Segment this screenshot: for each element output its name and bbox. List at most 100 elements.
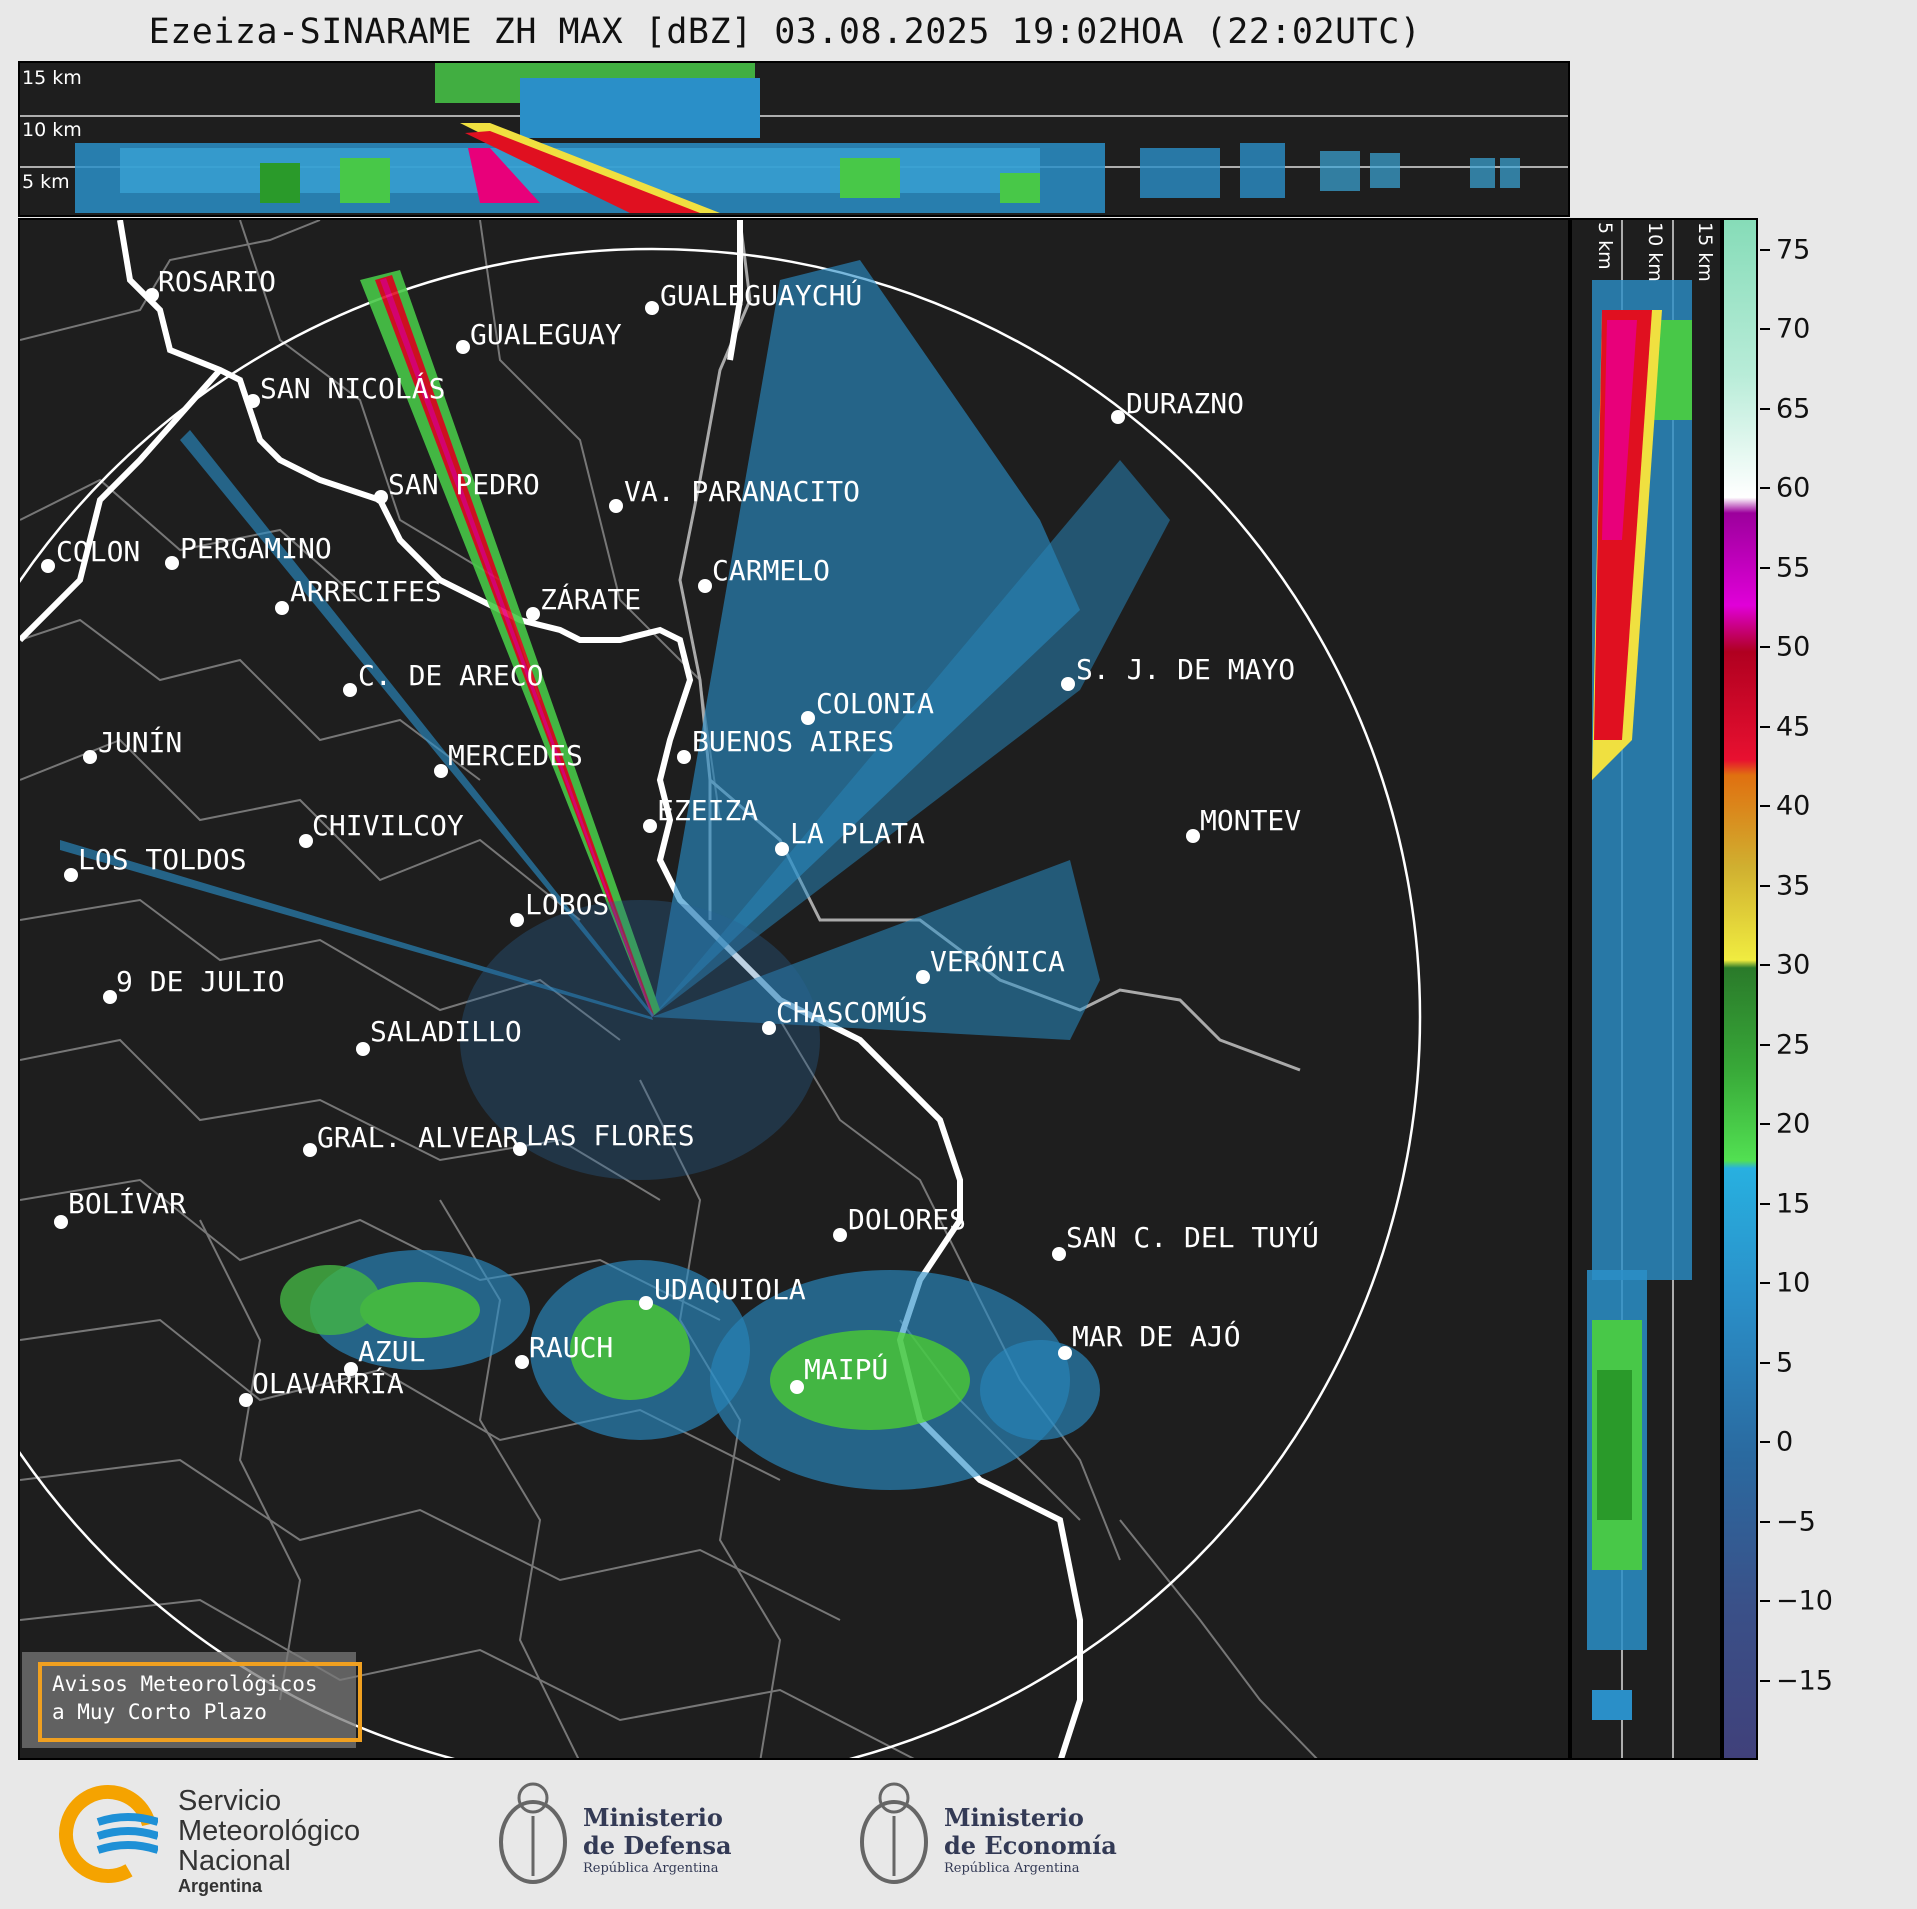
colorbar-tick-label: 25 <box>1776 1029 1811 1061</box>
colorbar-tick <box>1760 1202 1770 1205</box>
radar-map-layers <box>20 220 1422 1758</box>
side-cross-section-echoes <box>1587 220 1692 1758</box>
city-label-buenos-aires: BUENOS AIRES <box>692 725 895 758</box>
city-dot <box>677 750 691 764</box>
colorbar-tick <box>1760 1520 1770 1523</box>
city-dot <box>246 394 260 408</box>
smn-line2: Meteorológico <box>178 1815 361 1847</box>
colorbar-tick-label: 60 <box>1776 472 1811 504</box>
colorbar-tick <box>1760 725 1770 728</box>
smn-line4: Argentina <box>178 1876 263 1896</box>
colorbar-tick-label: 20 <box>1776 1108 1811 1140</box>
city-dot <box>356 1042 370 1056</box>
colorbar-tick <box>1760 566 1770 569</box>
city-label-chivilcoy: CHIVILCOY <box>312 809 464 842</box>
city-label-san-nicolas: SAN NICOLÁS <box>260 372 446 405</box>
colorbar-tick-label: −5 <box>1776 1506 1816 1538</box>
city-label-san-c-del-tuyu: SAN C. DEL TUYÚ <box>1066 1221 1319 1254</box>
city-label-dolores: DOLORES <box>848 1203 967 1236</box>
city-dot <box>103 990 117 1004</box>
ministerio-defensa-text: Ministerio de Defensa República Argentin… <box>583 1804 732 1878</box>
colorbar-tick-label: 45 <box>1776 711 1811 743</box>
chart-title: Ezeiza-SINARAME ZH MAX [dBZ] 03.08.2025 … <box>148 12 1422 52</box>
city-label-azul: AZUL <box>358 1335 426 1368</box>
city-dot <box>374 490 388 504</box>
colorbar-tick <box>1760 646 1770 649</box>
colorbar-tick-label: −10 <box>1776 1585 1833 1617</box>
city-label-la-plata: LA PLATA <box>790 817 925 850</box>
city-dot <box>344 1362 358 1376</box>
colorbar-tick-label: 55 <box>1776 552 1811 584</box>
colorbar-gradient <box>1724 220 1756 1758</box>
city-label-montevideo: MONTEV <box>1200 804 1302 837</box>
top-cross-section: 15 km 10 km 5 km <box>18 61 1570 217</box>
city-dot <box>434 764 448 778</box>
warning-box-inner[interactable]: Avisos Meteorológicos a Muy Corto Plazo <box>38 1662 362 1742</box>
city-dot <box>303 1143 317 1157</box>
colorbar-tick <box>1760 328 1770 331</box>
colorbar-tick <box>1760 884 1770 887</box>
city-dot <box>299 834 313 848</box>
city-dot <box>1061 677 1075 691</box>
city-dot <box>513 1142 527 1156</box>
city-dot <box>510 913 524 927</box>
city-label-chascomus: CHASCOMÚS <box>776 996 928 1029</box>
height-label-5km: 5 km <box>1594 222 1616 270</box>
city-label-saladillo: SALADILLO <box>370 1015 522 1048</box>
colorbar-tick-label: 5 <box>1776 1347 1794 1379</box>
colorbar-tick-label: 65 <box>1776 393 1811 425</box>
city-label-durazno: DURAZNO <box>1126 387 1245 420</box>
side-cross-section: 5 km 10 km 15 km <box>1570 218 1722 1760</box>
colorbar-tick <box>1760 1043 1770 1046</box>
height-label-15km: 15 km <box>1694 222 1716 282</box>
city-dot <box>83 750 97 764</box>
city-label-san-pedro: SAN PEDRO <box>388 468 540 501</box>
city-label-lobos: LOBOS <box>525 888 610 921</box>
warning-line2: a Muy Corto Plazo <box>52 1700 267 1724</box>
city-dot <box>833 1228 847 1242</box>
smn-logo <box>58 1784 158 1884</box>
warning-box[interactable]: Avisos Meteorológicos a Muy Corto Plazo <box>22 1652 362 1748</box>
city-dot <box>1052 1247 1066 1261</box>
city-dot <box>762 1021 776 1035</box>
city-label-udaquiola: UDAQUIOLA <box>654 1273 806 1306</box>
coat-of-arms-icon <box>494 1776 572 1894</box>
city-dot <box>916 970 930 984</box>
colorbar <box>1722 218 1758 1760</box>
city-dot <box>639 1296 653 1310</box>
radar-site-dot <box>643 819 657 833</box>
colorbar-tick-label: 10 <box>1776 1267 1811 1299</box>
economia-line2: de Economía <box>944 1831 1117 1860</box>
colorbar-tick <box>1760 1282 1770 1285</box>
economia-line3: República Argentina <box>944 1861 1080 1876</box>
city-label-gral-alvear: GRAL. ALVEAR <box>317 1121 520 1154</box>
city-dot <box>790 1380 804 1394</box>
colorbar-tick-label: 15 <box>1776 1188 1811 1220</box>
colorbar-tick <box>1760 964 1770 967</box>
height-label-15km: 15 km <box>22 67 82 89</box>
smn-line1: Servicio <box>178 1785 282 1817</box>
city-label-arrecifes: ARRECIFES <box>290 575 442 608</box>
colorbar-tick-label: 70 <box>1776 313 1811 345</box>
city-label-zarate: ZÁRATE <box>540 583 642 616</box>
colorbar-tick <box>1760 1600 1770 1603</box>
city-label-mercedes: MERCEDES <box>448 739 583 772</box>
city-label-colonia: COLONIA <box>816 687 935 720</box>
city-label-9-de-julio: 9 DE JULIO <box>116 965 285 998</box>
city-label-las-flores: LAS FLORES <box>526 1119 695 1152</box>
colorbar-tick-label: 0 <box>1776 1426 1794 1458</box>
city-label-s-j-de-mayo: S. J. DE MAYO <box>1076 653 1296 686</box>
city-label-bolivar: BOLÍVAR <box>68 1187 187 1220</box>
radar-map: ROSARIO GUALEGUAYCHÚ GUALEGUAY SAN NICOL… <box>18 218 1570 1760</box>
city-dot <box>609 499 623 513</box>
city-dot <box>275 601 289 615</box>
city-dot <box>1111 410 1125 424</box>
city-dot <box>239 1393 253 1407</box>
smn-logo-icon <box>59 1785 158 1883</box>
city-dot <box>456 340 470 354</box>
colorbar-tick-label: 35 <box>1776 870 1811 902</box>
smn-line3: Nacional <box>178 1845 291 1877</box>
smn-logo-text: Servicio Meteorológico Nacional Argentin… <box>178 1786 360 1896</box>
colorbar-tick <box>1760 407 1770 410</box>
colorbar-tick-label: −15 <box>1776 1665 1833 1696</box>
